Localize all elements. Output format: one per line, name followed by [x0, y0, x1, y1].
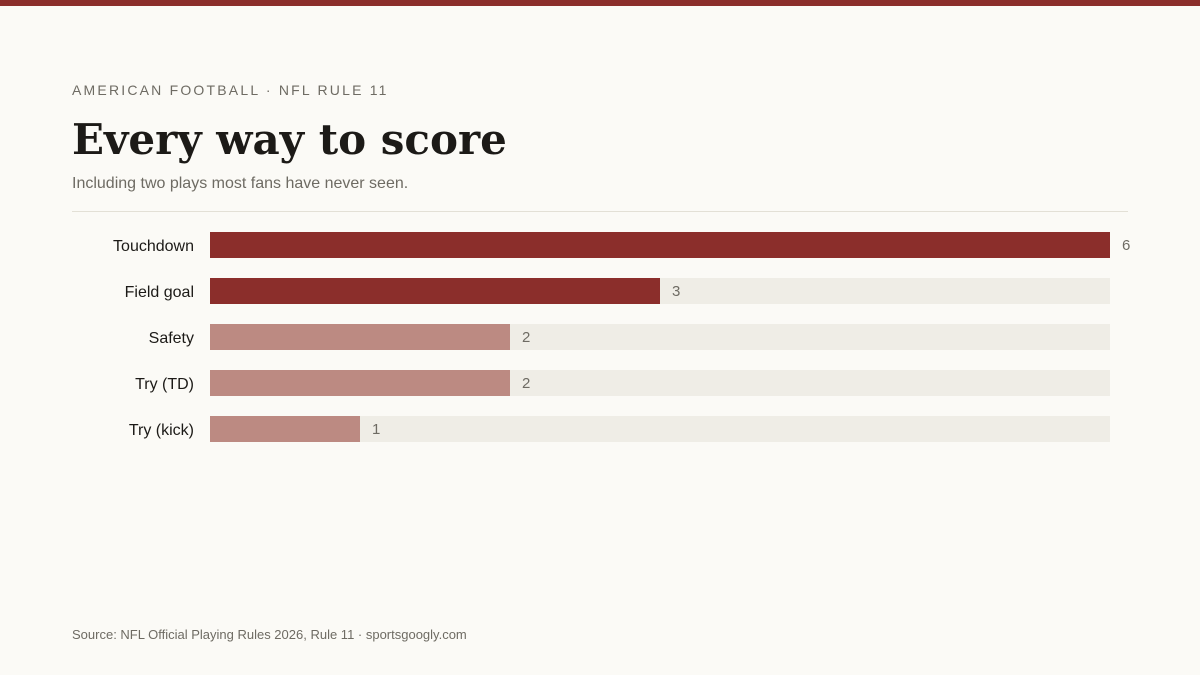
category-label-touchdown: Touchdown	[113, 238, 194, 255]
chart-title: Every way to score	[72, 115, 507, 164]
category-label-safety: Safety	[149, 330, 194, 347]
bar-try-kick	[210, 416, 360, 442]
bar-try-td	[210, 370, 510, 396]
bar-touchdown	[210, 232, 1110, 258]
value-label-try-td: 2	[522, 375, 530, 392]
category-label-try-td: Try (TD)	[135, 376, 194, 393]
source-note: Source: NFL Official Playing Rules 2026,…	[72, 627, 467, 642]
bar-field-goal	[210, 278, 660, 304]
value-label-safety: 2	[522, 329, 530, 346]
header-divider	[72, 211, 1128, 212]
category-label-field-goal: Field goal	[125, 284, 194, 301]
chart-subtitle: Including two plays most fans have never…	[72, 175, 409, 192]
value-label-try-kick: 1	[372, 421, 380, 438]
category-label-try-kick: Try (kick)	[129, 422, 194, 439]
bar-safety	[210, 324, 510, 350]
kicker: AMERICAN FOOTBALL · NFL RULE 11	[72, 82, 389, 98]
top-accent-rule	[0, 0, 1200, 6]
value-label-touchdown: 6	[1122, 237, 1130, 254]
bar-chart: Touchdown 6 Field goal 3 Safety 2 Try (TD) 2 Try…	[113, 232, 1130, 442]
value-label-field-goal: 3	[672, 283, 680, 300]
